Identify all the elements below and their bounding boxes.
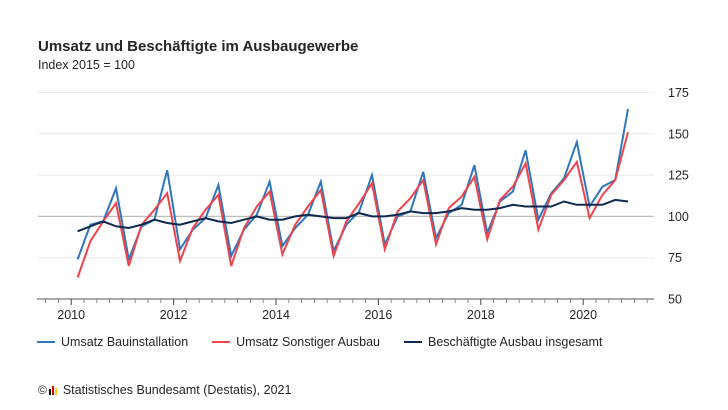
legend-swatch-sonstiger-ausbau	[212, 341, 231, 343]
x-axis: 2010 2012 2014 2016 2018 2020	[37, 298, 654, 322]
y-axis: 50 75 100 125 150 175	[668, 86, 689, 307]
legend-swatch-beschaeftigte	[403, 341, 422, 343]
y-tick-label: 175	[668, 86, 689, 100]
y-tick-label: 150	[668, 127, 689, 141]
x-tick-label: 2012	[160, 308, 188, 322]
legend-swatch-bauinstallation	[37, 341, 55, 343]
logo-bar-gold	[54, 388, 57, 395]
legend-item-bauinstallation[interactable]: Umsatz Bauinstallation	[37, 335, 188, 349]
x-tick-label: 2018	[467, 308, 495, 322]
y-tick-label: 125	[668, 169, 689, 183]
x-tick-label: 2020	[569, 308, 597, 322]
legend-label-sonstiger-ausbau: Umsatz Sonstiger Ausbau	[236, 335, 380, 349]
logo-bar-red	[51, 386, 54, 395]
chart-subtitle: Index 2015 = 100	[38, 58, 135, 72]
legend-label-bauinstallation: Umsatz Bauinstallation	[61, 335, 189, 349]
legend-label-beschaeftigte: Beschäftigte Ausbau insgesamt	[427, 335, 603, 349]
chart-title: Umsatz und Beschäftigte im Ausbaugewerbe	[38, 38, 359, 55]
x-tick-label: 2014	[262, 308, 290, 322]
gridlines	[38, 92, 654, 259]
legend-item-beschaeftigte[interactable]: Beschäftigte Ausbau insgesamt	[403, 335, 603, 349]
series-lines	[76, 108, 629, 278]
destatis-logo-icon	[48, 385, 58, 395]
source-text: Statistisches Bundesamt (Destatis), 2021	[62, 383, 292, 397]
y-tick-label: 75	[668, 251, 682, 265]
legend: Umsatz Bauinstallation Umsatz Sonstiger …	[37, 335, 626, 349]
logo-bar-black	[48, 389, 51, 395]
source-footer: © Statistisches Bundesamt (Destatis), 20…	[38, 383, 291, 397]
x-tick-label: 2010	[57, 308, 85, 322]
series-line-sonstiger_ausbau	[76, 131, 629, 278]
series-line-beschaeftigte	[77, 198, 629, 233]
copyright-icon: ©	[38, 383, 47, 397]
series-line-bauinstallation	[76, 108, 629, 264]
line-chart: 2010 2012 2014 2016 2018 2020 50 75 100 125 150 17…	[37, 86, 689, 322]
y-tick-label: 50	[668, 293, 682, 307]
y-tick-label: 100	[668, 210, 689, 224]
x-tick-label: 2016	[364, 308, 392, 322]
legend-item-sonstiger-ausbau[interactable]: Umsatz Sonstiger Ausbau	[212, 335, 380, 349]
